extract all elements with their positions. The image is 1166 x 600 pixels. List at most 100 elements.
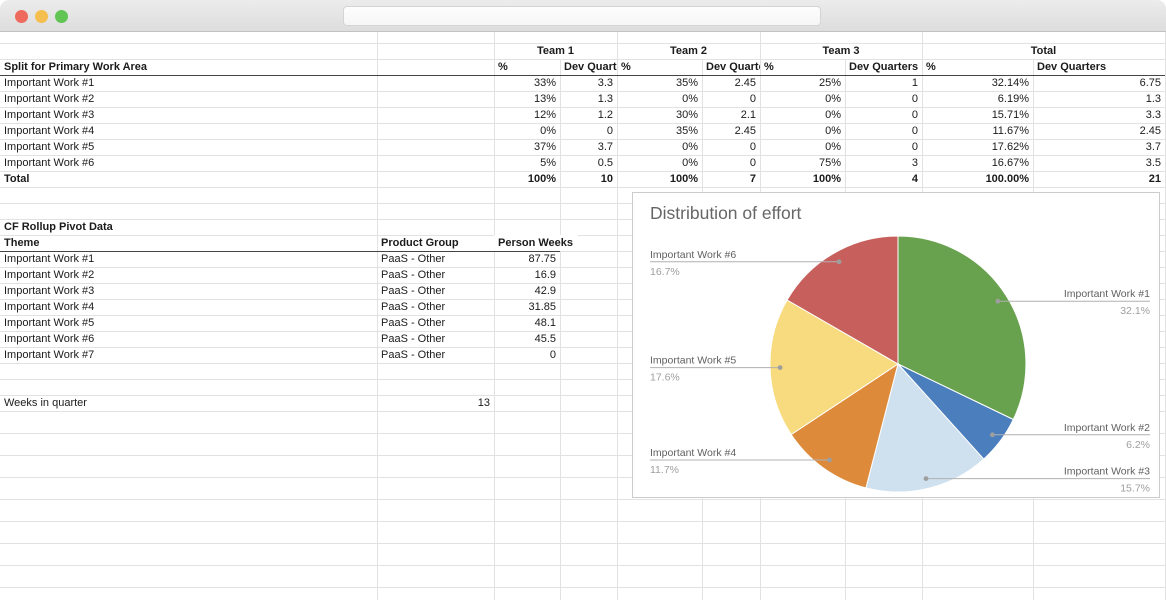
pivot-theme-cell[interactable]: Important Work #1 — [4, 253, 95, 265]
team-header[interactable]: Team 2 — [669, 45, 708, 57]
split-value-cell[interactable]: 0% — [682, 157, 698, 169]
pivot-weeks-cell[interactable]: 31.85 — [528, 301, 556, 313]
split-value-cell[interactable]: 1 — [911, 77, 918, 89]
pivot-theme-cell[interactable]: Important Work #2 — [4, 269, 95, 281]
weeks-in-quarter-label[interactable]: Weeks in quarter — [4, 397, 87, 409]
split-value-cell[interactable]: 0% — [825, 93, 841, 105]
pivot-weeks-cell[interactable]: 45.5 — [534, 333, 556, 345]
split-value-cell[interactable]: 0% — [825, 141, 841, 153]
titlebar-search-field[interactable] — [343, 6, 821, 26]
split-value-cell[interactable]: 0 — [749, 141, 756, 153]
pivot-section-title[interactable]: CF Rollup Pivot Data — [4, 221, 113, 233]
split-value-cell[interactable]: 1.2 — [597, 109, 613, 121]
pivot-weeks-cell[interactable]: 87.75 — [528, 253, 556, 265]
split-row-label[interactable]: Important Work #5 — [4, 141, 95, 153]
dev-quarters-column-header[interactable]: Dev Quarters — [1037, 61, 1107, 73]
pct-column-header[interactable]: % — [926, 61, 936, 73]
split-row-label[interactable]: Important Work #3 — [4, 109, 95, 121]
pivot-weeks-cell[interactable]: 16.9 — [534, 269, 556, 281]
split-value-cell[interactable]: 12% — [533, 109, 556, 121]
split-value-cell[interactable]: 1.3 — [1145, 93, 1161, 105]
pivot-theme-cell[interactable]: Important Work #4 — [4, 301, 95, 313]
split-row-label[interactable]: Important Work #2 — [4, 93, 95, 105]
split-value-cell[interactable]: 6.19% — [997, 93, 1029, 105]
split-value-cell[interactable]: 2.45 — [1139, 125, 1161, 137]
split-total-cell[interactable]: 100.00% — [985, 173, 1029, 185]
split-value-cell[interactable]: 0 — [749, 93, 756, 105]
split-value-cell[interactable]: 5% — [540, 157, 556, 169]
split-value-cell[interactable]: 3.3 — [597, 77, 613, 89]
split-total-cell[interactable]: 21 — [1148, 173, 1161, 185]
split-value-cell[interactable]: 11.67% — [992, 125, 1030, 137]
pivot-group-cell[interactable]: PaaS - Other — [381, 333, 446, 345]
split-value-cell[interactable]: 0 — [911, 141, 918, 153]
pivot-theme-cell[interactable]: Important Work #5 — [4, 317, 95, 329]
dev-quarters-column-header[interactable]: Dev Quarters — [564, 61, 617, 73]
zoom-window-button[interactable] — [55, 10, 68, 23]
split-value-cell[interactable]: 2.45 — [734, 77, 756, 89]
split-table-title[interactable]: Split for Primary Work Area — [4, 61, 148, 73]
split-row-label[interactable]: Important Work #4 — [4, 125, 95, 137]
pivot-group-cell[interactable]: PaaS - Other — [381, 285, 446, 297]
pivot-weeks-cell[interactable]: 48.1 — [534, 317, 556, 329]
pivot-weeks-cell[interactable]: 0 — [549, 349, 556, 361]
split-value-cell[interactable]: 25% — [818, 77, 841, 89]
split-value-cell[interactable]: 1.3 — [597, 93, 613, 105]
pie-chart[interactable]: Distribution of effort Important Work #1… — [632, 192, 1160, 498]
close-window-button[interactable] — [15, 10, 28, 23]
split-total-cell[interactable]: 4 — [911, 173, 918, 185]
split-total-cell[interactable]: 100% — [527, 173, 556, 185]
split-value-cell[interactable]: 33% — [533, 77, 556, 89]
split-value-cell[interactable]: 0% — [825, 109, 841, 121]
pivot-header-theme[interactable]: Theme — [4, 237, 40, 249]
pivot-group-cell[interactable]: PaaS - Other — [381, 269, 446, 281]
split-value-cell[interactable]: 35% — [675, 125, 698, 137]
split-value-cell[interactable]: 0 — [749, 157, 756, 169]
split-value-cell[interactable]: 0.5 — [597, 157, 613, 169]
pivot-weeks-cell[interactable]: 42.9 — [534, 285, 556, 297]
pivot-group-cell[interactable]: PaaS - Other — [381, 253, 446, 265]
dev-quarters-column-header[interactable]: Dev Quarters — [849, 61, 919, 73]
split-value-cell[interactable]: 0 — [606, 125, 613, 137]
split-total-label[interactable]: Total — [4, 173, 30, 185]
split-value-cell[interactable]: 3.7 — [1145, 141, 1161, 153]
split-value-cell[interactable]: 0% — [682, 93, 698, 105]
pivot-theme-cell[interactable]: Important Work #7 — [4, 349, 95, 361]
pct-column-header[interactable]: % — [498, 61, 508, 73]
team-header[interactable]: Team 3 — [822, 45, 860, 57]
split-value-cell[interactable]: 2.1 — [740, 109, 756, 121]
team-header[interactable]: Total — [1030, 45, 1057, 57]
minimize-window-button[interactable] — [35, 10, 48, 23]
split-value-cell[interactable]: 0 — [911, 93, 918, 105]
split-value-cell[interactable]: 17.62% — [991, 141, 1029, 153]
pivot-header-person-weeks[interactable]: Person Weeks — [494, 235, 578, 251]
split-total-cell[interactable]: 7 — [749, 173, 756, 185]
split-value-cell[interactable]: 3.7 — [597, 141, 613, 153]
split-value-cell[interactable]: 13% — [533, 93, 556, 105]
split-value-cell[interactable]: 3.5 — [1145, 157, 1161, 169]
pivot-header-product-group[interactable]: Product Group — [381, 237, 459, 249]
pivot-theme-cell[interactable]: Important Work #3 — [4, 285, 95, 297]
pct-column-header[interactable]: % — [764, 61, 774, 73]
split-row-label[interactable]: Important Work #1 — [4, 77, 95, 89]
split-value-cell[interactable]: 3.3 — [1145, 109, 1161, 121]
split-value-cell[interactable]: 2.45 — [734, 125, 756, 137]
pie-slice[interactable] — [790, 362, 899, 489]
split-value-cell[interactable]: 0% — [825, 125, 841, 137]
split-value-cell[interactable]: 35% — [675, 77, 698, 89]
split-value-cell[interactable]: 6.75 — [1139, 77, 1161, 89]
split-value-cell[interactable]: 0 — [911, 109, 918, 121]
split-value-cell[interactable]: 3 — [911, 157, 918, 169]
split-value-cell[interactable]: 37% — [533, 141, 556, 153]
pivot-group-cell[interactable]: PaaS - Other — [381, 317, 446, 329]
split-total-cell[interactable]: 10 — [600, 173, 613, 185]
team-header[interactable]: Team 1 — [536, 45, 575, 57]
split-value-cell[interactable]: 15.71% — [991, 109, 1029, 121]
split-total-cell[interactable]: 100% — [812, 173, 841, 185]
split-value-cell[interactable]: 30% — [675, 109, 698, 121]
pivot-group-cell[interactable]: PaaS - Other — [381, 301, 446, 313]
pivot-theme-cell[interactable]: Important Work #6 — [4, 333, 95, 345]
split-value-cell[interactable]: 0 — [911, 125, 918, 137]
split-value-cell[interactable]: 16.67% — [991, 157, 1029, 169]
weeks-in-quarter-value[interactable]: 13 — [477, 397, 490, 409]
